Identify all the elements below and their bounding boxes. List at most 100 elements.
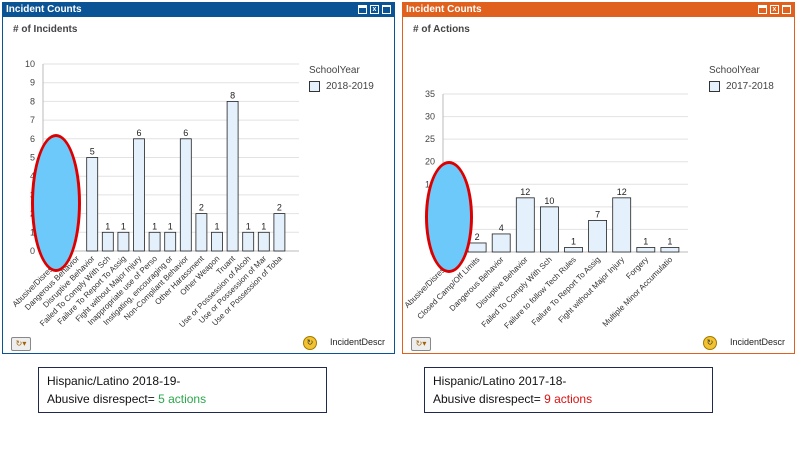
note-label: Abusive disrespect= [47,392,159,406]
y-tick-label: 5 [30,153,35,163]
bar [242,231,255,252]
bar [86,157,99,252]
legend-item[interactable]: 2017-2018 [709,81,791,92]
note-heading: Hispanic/Latino 2018-19- [47,374,181,388]
y-tick-label: 30 [425,112,435,122]
bar-value-label: 8 [230,90,235,100]
bar [226,101,239,252]
bar-value-label: 1 [246,221,251,231]
bar-value-label: 12 [520,187,530,197]
cycle-group-button[interactable]: ↻▾ [411,337,431,351]
bar-value-label: 6 [136,128,141,138]
legend-label: 2018-2019 [326,81,374,92]
note-detail: Abusive disrespect= 9 actions [433,390,704,408]
panel-title: Incident Counts [6,4,82,15]
chart-bottom-bar: ↻▾ ↻ IncidentDescr [3,335,394,353]
y-tick-label: 6 [30,134,35,144]
bar-value-label: 1 [105,221,110,231]
bar [117,231,130,252]
dimension-label: IncidentDescr [730,337,786,347]
bar [467,242,487,253]
bar-value-label: 1 [152,221,157,231]
panel-toolbar: x [358,5,391,14]
y-tick-label: 9 [30,78,35,88]
actions-bar-chart: 051015202530359Abusive/Disrespect2Closed… [403,89,688,330]
note-heading: Hispanic/Latino 2017-18- [433,374,567,388]
bar-value-label: 10 [544,196,554,206]
bar [195,213,208,252]
panel-title: Incident Counts [406,4,482,15]
bar-value-label: 6 [183,128,188,138]
send-to-excel-icon[interactable]: x [370,5,379,14]
bar-value-label: 1 [261,221,266,231]
note-2017-18: Hispanic/Latino 2017-18- Abusive disresp… [424,367,713,413]
bar-value-label: 2 [475,232,480,242]
bar-value-label: 4 [499,223,504,233]
maximize-icon[interactable] [382,5,391,14]
bar-value-label: 1 [121,221,126,231]
bar [273,213,286,252]
note-label: Abusive disrespect= [433,392,545,406]
bar-value-label: 1 [667,236,672,246]
note-2018-19: Hispanic/Latino 2018-19- Abusive disresp… [38,367,327,413]
legend-item[interactable]: 2018-2019 [309,81,391,92]
cycle-dimension-icon[interactable]: ↻ [303,336,317,350]
y-axis-title: # of Actions [413,24,470,35]
bar-value-label: 5 [90,147,95,157]
bar [515,197,535,253]
cycle-group-button[interactable]: ↻▾ [11,337,31,351]
bar-value-label: 7 [595,209,600,219]
bar-value-label: 1 [214,221,219,231]
bar-value-label: 12 [617,187,627,197]
panel-toolbar: x [758,5,791,14]
bar [539,206,559,253]
y-tick-label: 8 [30,96,35,106]
y-tick-label: 35 [425,89,435,99]
legend-swatch [309,81,320,92]
y-tick-label: 25 [425,134,435,144]
note-value: 5 actions [158,392,207,406]
highlight-oval [425,161,473,273]
bar [101,231,114,252]
incident-counts-panel-2017: Incident Counts x # of Actions 051015202… [402,2,795,354]
bar [660,247,680,253]
y-tick-label: 7 [30,115,35,125]
legend-title: SchoolYear [309,65,360,76]
note-detail: Abusive disrespect= 5 actions [47,390,318,408]
bar [564,247,583,253]
bar-value-label: 1 [643,236,648,246]
bar-value-label: 2 [199,203,204,213]
dimension-label: IncidentDescr [330,337,386,347]
y-tick-label: 10 [25,59,35,69]
cycle-dimension-icon[interactable]: ↻ [703,336,717,350]
chart-legend: SchoolYear 2017-2018 [709,65,791,92]
maximize-icon[interactable] [782,5,791,14]
bar [612,197,632,253]
chart-bottom-bar: ↻▾ ↻ IncidentDescr [403,335,794,353]
panel-title-bar: Incident Counts x [403,3,794,17]
y-axis-title: # of Incidents [13,24,78,35]
bar [491,233,511,253]
bar [636,247,656,253]
incident-counts-panel-2018: Incident Counts x # of Incidents 0123456… [2,2,395,354]
y-tick-label: 20 [425,157,435,167]
panel-title-bar: Incident Counts x [3,3,394,17]
bar [133,138,145,252]
bar [179,138,192,252]
y-tick-label: 0 [30,246,35,256]
bar [164,231,177,252]
legend-swatch [709,81,720,92]
print-icon[interactable] [758,5,767,14]
bar-value-label: 1 [571,236,576,246]
chart-legend: SchoolYear 2018-2019 [309,65,391,92]
send-to-excel-icon[interactable]: x [770,5,779,14]
bar [257,231,270,252]
bar-value-label: 2 [277,203,282,213]
note-value: 9 actions [544,392,593,406]
bar-value-label: 1 [168,221,173,231]
print-icon[interactable] [358,5,367,14]
bar [588,219,608,253]
legend-label: 2017-2018 [726,81,774,92]
incidents-bar-chart: 0123456789105Abusive/DisrespectDangerous… [11,59,299,329]
legend-title: SchoolYear [709,65,760,76]
